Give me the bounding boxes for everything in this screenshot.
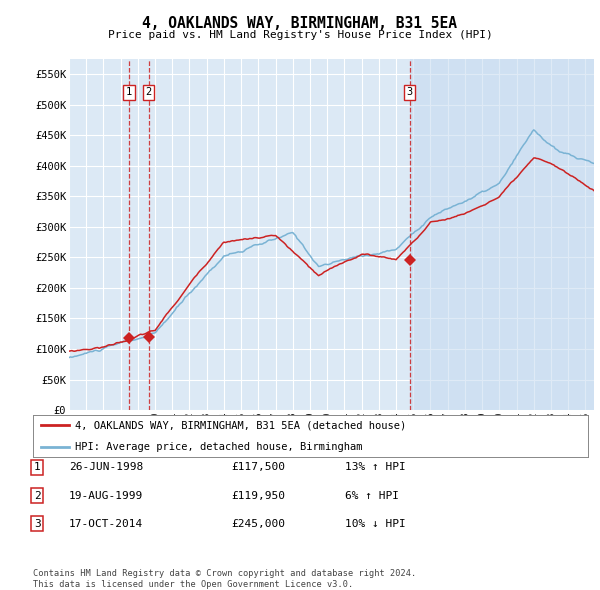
Text: 3: 3 xyxy=(34,519,41,529)
Bar xyxy=(410,59,594,410)
Text: 4, OAKLANDS WAY, BIRMINGHAM, B31 5EA: 4, OAKLANDS WAY, BIRMINGHAM, B31 5EA xyxy=(143,16,458,31)
Text: £117,500: £117,500 xyxy=(231,463,285,472)
Text: HPI: Average price, detached house, Birmingham: HPI: Average price, detached house, Birm… xyxy=(74,442,362,451)
Text: 26-JUN-1998: 26-JUN-1998 xyxy=(69,463,143,472)
Text: 10% ↓ HPI: 10% ↓ HPI xyxy=(345,519,406,529)
Text: 1: 1 xyxy=(34,463,41,472)
Text: Contains HM Land Registry data © Crown copyright and database right 2024.
This d: Contains HM Land Registry data © Crown c… xyxy=(33,569,416,589)
Text: 13% ↑ HPI: 13% ↑ HPI xyxy=(345,463,406,472)
Text: £119,950: £119,950 xyxy=(231,491,285,500)
Text: 2: 2 xyxy=(34,491,41,500)
Text: £245,000: £245,000 xyxy=(231,519,285,529)
Text: 19-AUG-1999: 19-AUG-1999 xyxy=(69,491,143,500)
Text: 17-OCT-2014: 17-OCT-2014 xyxy=(69,519,143,529)
Text: Price paid vs. HM Land Registry's House Price Index (HPI): Price paid vs. HM Land Registry's House … xyxy=(107,30,493,40)
Text: 1: 1 xyxy=(126,87,132,97)
Text: 6% ↑ HPI: 6% ↑ HPI xyxy=(345,491,399,500)
Text: 2: 2 xyxy=(146,87,152,97)
Text: 4, OAKLANDS WAY, BIRMINGHAM, B31 5EA (detached house): 4, OAKLANDS WAY, BIRMINGHAM, B31 5EA (de… xyxy=(74,421,406,430)
Text: 3: 3 xyxy=(407,87,413,97)
